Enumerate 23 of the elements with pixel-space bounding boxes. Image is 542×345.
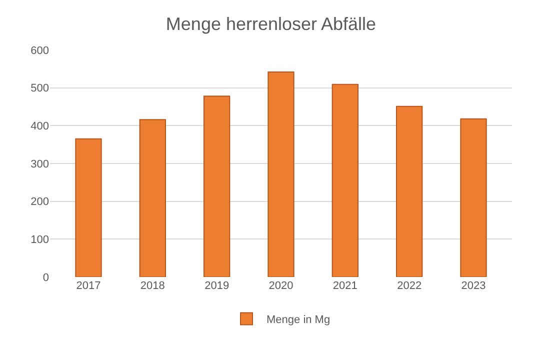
bar <box>460 118 487 277</box>
x-tick-label: 2017 <box>76 280 101 292</box>
x-tick-label: 2022 <box>397 280 422 292</box>
bar <box>268 71 294 277</box>
y-tick-label: 300 <box>30 158 49 170</box>
y-tick-label: 100 <box>30 234 49 246</box>
chart-title: Menge herrenloser Abfälle <box>166 14 376 34</box>
y-tick-label: 0 <box>42 272 49 284</box>
x-tick-label: 2018 <box>140 280 165 292</box>
x-tick-label: 2023 <box>461 280 486 292</box>
legend-label: Menge in Mg <box>266 314 330 326</box>
bar <box>332 84 358 277</box>
x-tick-label: 2021 <box>332 280 358 292</box>
bar <box>75 138 102 277</box>
y-tick-label: 400 <box>30 120 49 133</box>
y-tick-label: 200 <box>30 196 49 208</box>
bar <box>396 106 423 277</box>
bar <box>204 96 230 277</box>
y-tick-label: 500 <box>30 82 49 95</box>
x-tick-label: 2020 <box>268 280 294 292</box>
x-tick-label: 2019 <box>204 280 230 292</box>
y-tick-label: 600 <box>30 44 49 57</box>
bar <box>139 119 166 277</box>
